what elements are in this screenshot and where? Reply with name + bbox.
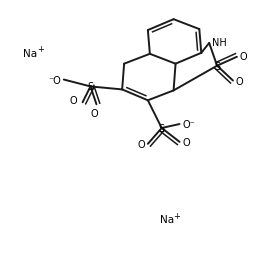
Text: S: S (87, 82, 94, 92)
Text: O: O (183, 137, 190, 147)
Text: O: O (137, 139, 145, 149)
Text: NH: NH (212, 38, 227, 48)
Text: Na: Na (160, 214, 174, 224)
Text: +: + (37, 45, 44, 54)
Text: O: O (91, 109, 98, 119)
Text: +: + (174, 211, 180, 220)
Text: S: S (159, 123, 165, 133)
Text: S: S (214, 61, 220, 71)
Text: O⁻: O⁻ (183, 120, 195, 130)
Text: O: O (69, 96, 77, 106)
Text: Na: Na (23, 49, 37, 59)
Text: O: O (236, 77, 243, 87)
Text: O: O (240, 52, 248, 61)
Text: ⁻O: ⁻O (48, 75, 61, 85)
